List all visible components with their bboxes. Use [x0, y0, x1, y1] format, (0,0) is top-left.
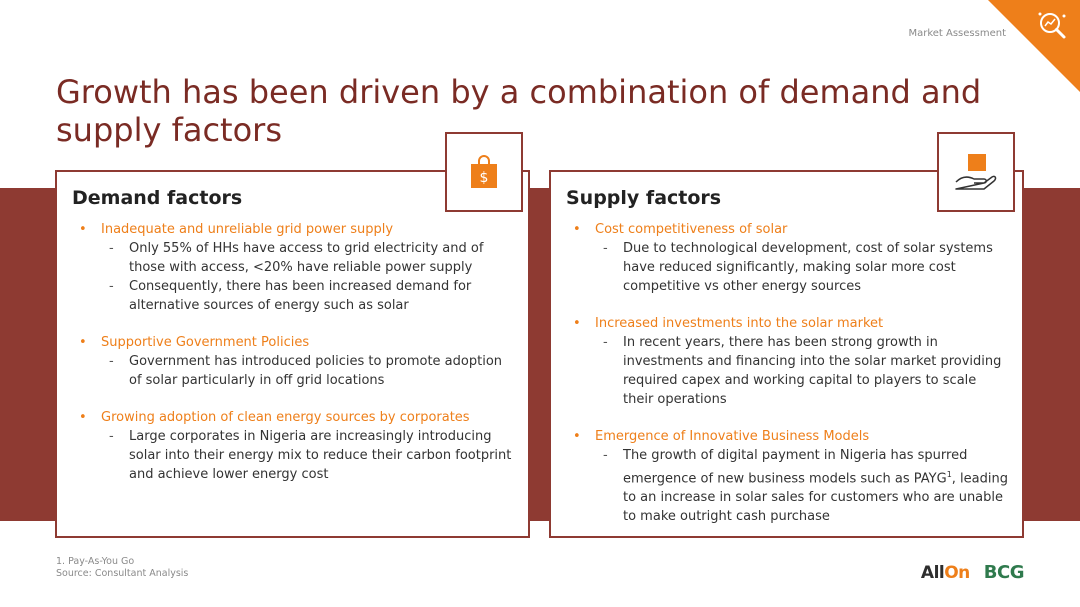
section-label: Market Assessment [908, 28, 1006, 39]
bullet-label: Growing adoption of clean energy sources… [101, 410, 470, 425]
demand-list: • Inadequate and unreliable grid power su… [79, 220, 514, 502]
bullet-label: Inadequate and unreliable grid power sup… [101, 222, 394, 237]
sub-point: In recent years, there has been strong g… [623, 335, 1002, 407]
page-title: Growth has been driven by a combination … [56, 73, 982, 150]
bcg-logo: BCG [983, 562, 1025, 583]
sub-point: Consequently, there has been increased d… [129, 279, 472, 313]
list-item: • Emergence of Innovative Business Models… [573, 429, 1008, 525]
footnote-text: 1. Pay-As-You Go [56, 556, 135, 567]
hand-holding-box-icon [955, 154, 997, 190]
bullet-label: Supportive Government Policies [101, 335, 310, 350]
list-item: • Growing adoption of clean energy source… [79, 408, 514, 484]
sub-point: Due to technological development, cost o… [623, 241, 993, 294]
demand-heading: Demand factors [72, 187, 243, 209]
analysis-magnifier-icon [1038, 12, 1066, 39]
sub-point: Large corporates in Nigeria are increasi… [129, 429, 512, 482]
sub-point: Government has introduced policies to pr… [129, 354, 503, 388]
list-item: • Increased investments into the solar ma… [573, 314, 1008, 409]
sub-point: The growth of digital payment in Nigeria… [623, 448, 1008, 525]
demand-icon-box: $ [445, 132, 523, 212]
bullet-label: Cost competitiveness of solar [595, 222, 788, 237]
source-text: Source: Consultant Analysis [56, 568, 189, 579]
allon-logo: AllOn [920, 562, 970, 583]
shopping-bag-dollar-icon: $ [471, 155, 497, 188]
supply-icon-box [937, 132, 1015, 212]
footnote-ref: 1 [946, 470, 952, 479]
footnote: 1. Pay-As-You Go Source: Consultant Anal… [56, 556, 188, 580]
sub-point: Only 55% of HHs have access to grid elec… [129, 241, 484, 275]
svg-text:$: $ [480, 170, 489, 186]
supply-list: • Cost competitiveness of solar - Due to t… [573, 220, 1008, 544]
demand-panel: Demand factors • Inadequate and unreliabl… [55, 170, 530, 538]
supply-panel: Supply factors • Cost competitiveness of … [549, 170, 1024, 538]
list-item: • Cost competitiveness of solar - Due to t… [573, 220, 1008, 296]
logos: AllOn BCG [920, 562, 1025, 583]
bullet-label: Emergence of Innovative Business Models [595, 429, 870, 444]
list-item: • Supportive Government Policies - Governm… [79, 333, 514, 390]
bullet-label: Increased investments into the solar mar… [595, 316, 884, 331]
supply-heading: Supply factors [566, 187, 722, 209]
list-item: • Inadequate and unreliable grid power su… [79, 220, 514, 315]
